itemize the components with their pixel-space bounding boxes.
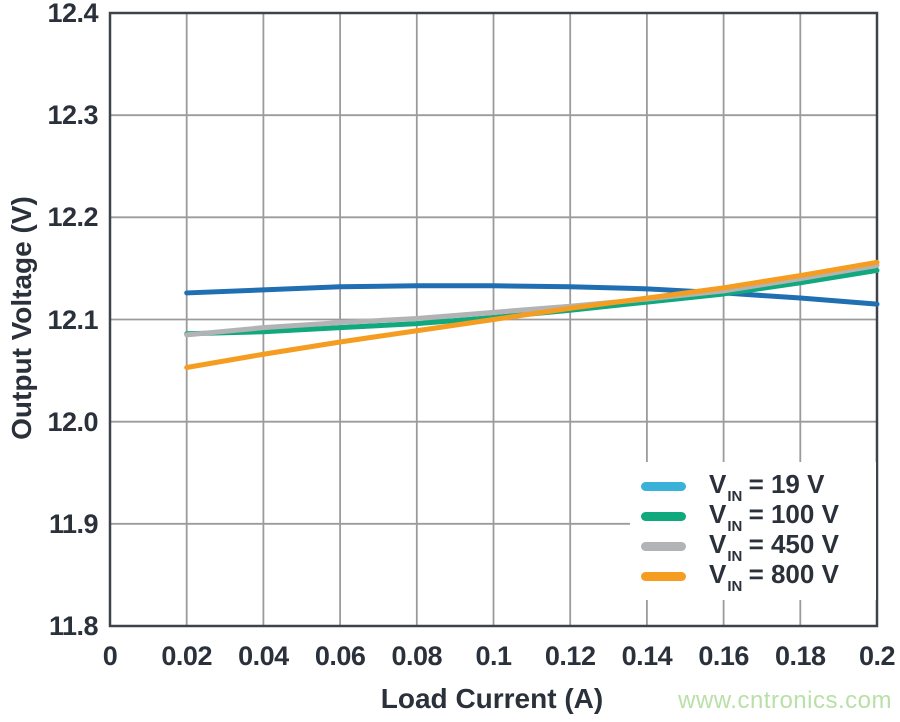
series-line-vin-800-v <box>184 259 880 371</box>
x-tick-label: 0.02 <box>161 641 212 671</box>
y-tick-label: 11.9 <box>48 508 99 539</box>
x-tick-label: 0.04 <box>238 641 289 671</box>
y-tick-label: 12.1 <box>47 304 98 335</box>
legend-label: VIN = 450 V <box>709 528 839 566</box>
watermark: www.cntronics.com <box>678 687 892 714</box>
y-tick-label: 12.4 <box>47 0 98 28</box>
legend-swatch <box>641 541 686 551</box>
legend-label: VIN = 19 V <box>709 468 825 506</box>
x-tick-label: 0.08 <box>391 641 443 671</box>
x-tick-label: 0 <box>102 641 118 671</box>
legend-row: VIN = 19 V <box>630 468 876 506</box>
x-tick-label: 0.1 <box>475 641 512 671</box>
legend-label: VIN = 100 V <box>709 498 839 536</box>
legend-row: VIN = 450 V <box>630 528 876 566</box>
y-tick-label: 11.8 <box>48 611 99 641</box>
y-tick-label: 12.0 <box>47 406 98 437</box>
legend-swatch <box>641 571 686 581</box>
plot-border <box>108 11 879 628</box>
x-tick-label: 0.16 <box>698 641 749 671</box>
y-tick-label: 12.3 <box>47 100 98 131</box>
legend-swatch <box>641 511 686 521</box>
x-tick-label: 0.12 <box>544 641 596 671</box>
series-line-vin-450-v <box>184 262 880 338</box>
legend-row: VIN = 800 V <box>630 558 876 596</box>
x-axis-title: Load Current (A) <box>380 683 604 714</box>
legend: VIN = 19 V VIN = 100 V VIN = 450 V VIN = 80… <box>630 462 876 600</box>
y-tick-label: 12.2 <box>47 202 98 233</box>
legend-label: VIN = 800 V <box>709 558 839 596</box>
x-tick-label: 0.14 <box>621 641 673 671</box>
series-line-vin-19-v <box>184 283 880 307</box>
legend-row: VIN = 100 V <box>630 498 876 536</box>
x-tick-label: 0.18 <box>775 641 826 671</box>
legend-swatch <box>641 481 686 491</box>
x-tick-label: 0.2 <box>858 641 896 671</box>
x-tick-label: 0.06 <box>314 641 366 671</box>
